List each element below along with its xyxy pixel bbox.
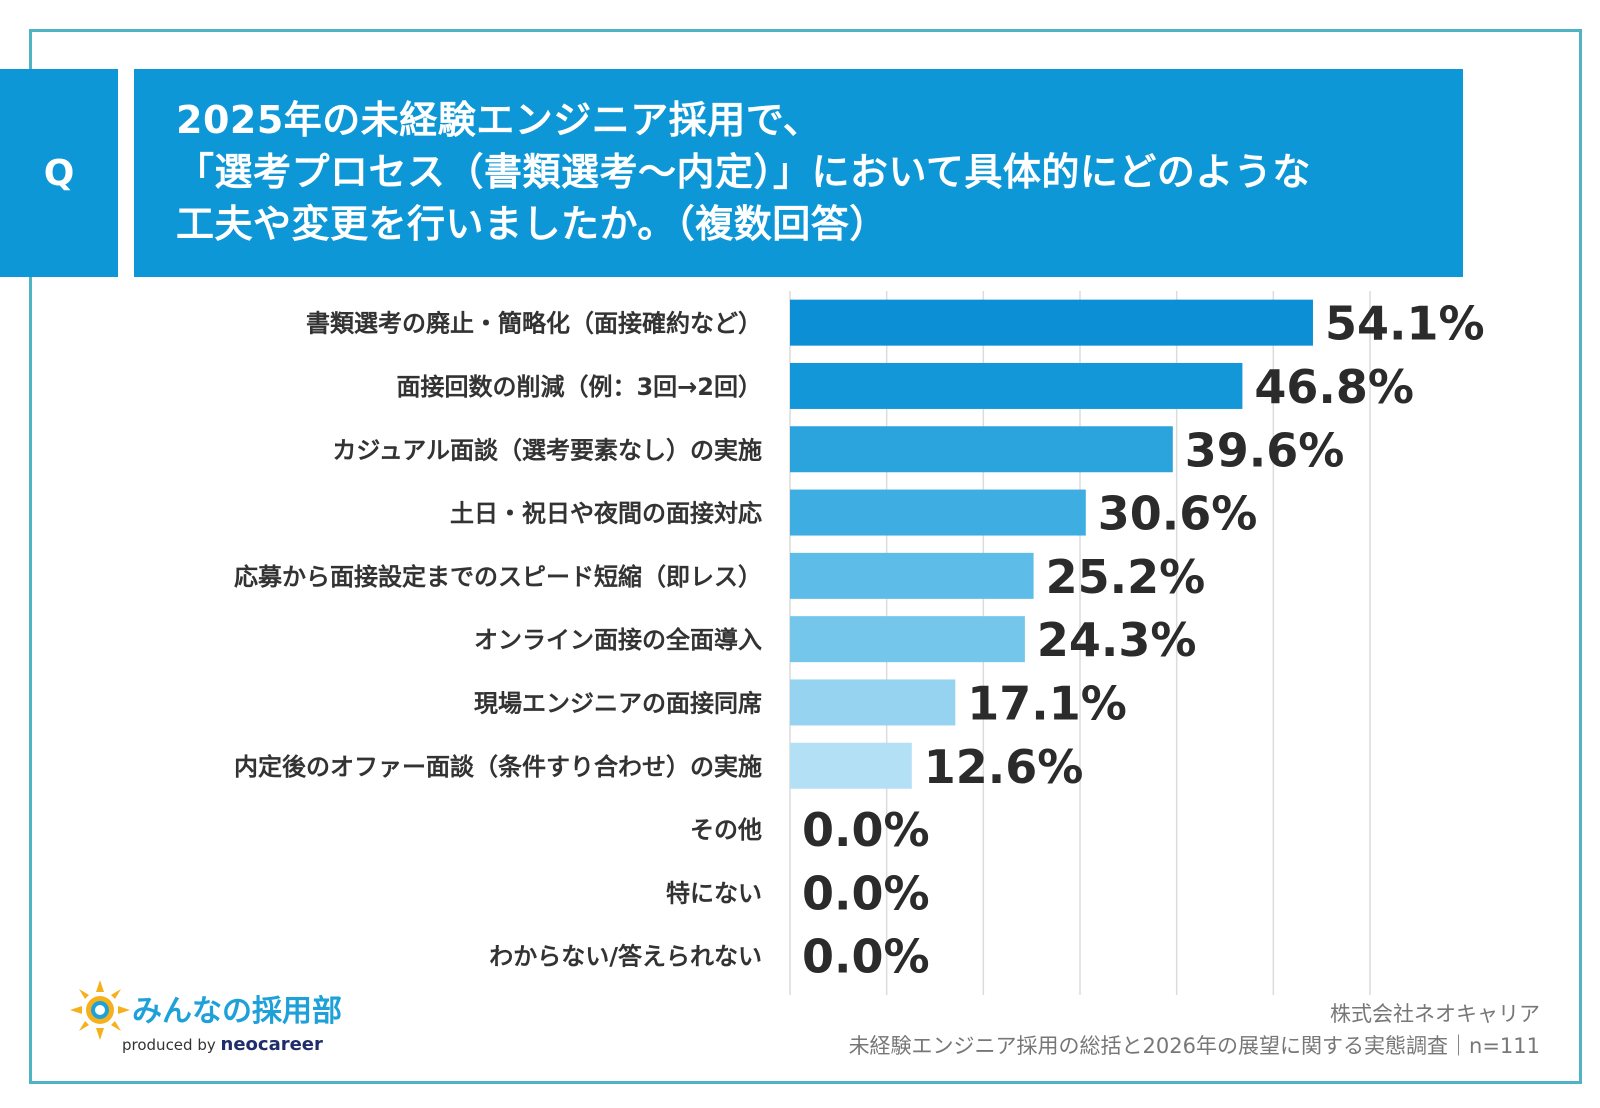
bar	[790, 742, 912, 789]
bar	[790, 489, 1086, 536]
value-label: 30.6%	[1098, 487, 1258, 541]
value-label: 46.8%	[1254, 360, 1414, 414]
bar	[790, 362, 1243, 409]
value-label: 0.0%	[802, 866, 930, 920]
value-label: 17.1%	[967, 676, 1127, 730]
source-survey: 未経験エンジニア採用の総括と2026年の展望に関する実態調査｜n=111	[848, 1034, 1540, 1058]
sun-icon	[70, 980, 130, 1040]
category-label: 現場エンジニアの面接同席	[474, 689, 762, 717]
category-label: その他	[690, 816, 762, 844]
source-note: 株式会社ネオキャリア 未経験エンジニア採用の総括と2026年の展望に関する実態調…	[849, 998, 1540, 1062]
category-label: カジュアル面談（選考要素なし）の実施	[332, 436, 762, 464]
brand-logo-text: みんなの採用部	[132, 994, 342, 1029]
value-label: 25.2%	[1046, 550, 1206, 604]
question-title: 2025年の未経験エンジニア採用で、 「選考プロセス（書類選考〜内定）」において…	[134, 69, 1463, 277]
bar	[790, 679, 956, 726]
value-label: 54.1%	[1325, 297, 1485, 351]
question-line-1: 2025年の未経験エンジニア採用で、	[176, 98, 822, 142]
category-label: わからない/答えられない	[489, 943, 762, 971]
bar	[790, 299, 1313, 346]
value-label: 12.6%	[924, 740, 1084, 794]
question-line-2: 「選考プロセス（書類選考〜内定）」において具体的にどのような	[176, 150, 1311, 194]
value-label: 24.3%	[1037, 613, 1197, 667]
category-label: 応募から面接設定までのスピード短縮（即レス）	[234, 563, 762, 591]
bar	[790, 426, 1173, 473]
question-line-3: 工夫や変更を行いましたか。（複数回答）	[176, 202, 888, 246]
category-label: オンライン面接の全面導入	[474, 626, 762, 654]
category-label: 特にない	[666, 879, 762, 907]
source-company: 株式会社ネオキャリア	[1330, 1002, 1540, 1026]
brand-logo: みんなの採用部 produced by neocareer	[70, 980, 390, 1060]
produced-by: produced by neocareer	[122, 1034, 323, 1055]
company-logo: neocareer	[220, 1034, 323, 1055]
produced-by-label: produced by	[122, 1036, 216, 1054]
bar	[790, 616, 1025, 663]
value-label: 39.6%	[1185, 423, 1345, 477]
question-marker-label: Q	[43, 152, 75, 194]
category-label: 土日・祝日や夜間の面接対応	[450, 500, 762, 528]
category-label: 面接回数の削減（例：3回→2回）	[396, 373, 762, 401]
category-label: 内定後のオファー面談（条件すり合わせ）の実施	[234, 753, 762, 781]
chart-frame	[29, 29, 1582, 1084]
value-label: 0.0%	[802, 803, 930, 857]
bar	[790, 552, 1034, 599]
category-label: 書類選考の廃止・簡略化（面接確約など）	[306, 310, 762, 338]
value-label: 0.0%	[802, 930, 930, 984]
question-marker: Q	[0, 69, 118, 277]
